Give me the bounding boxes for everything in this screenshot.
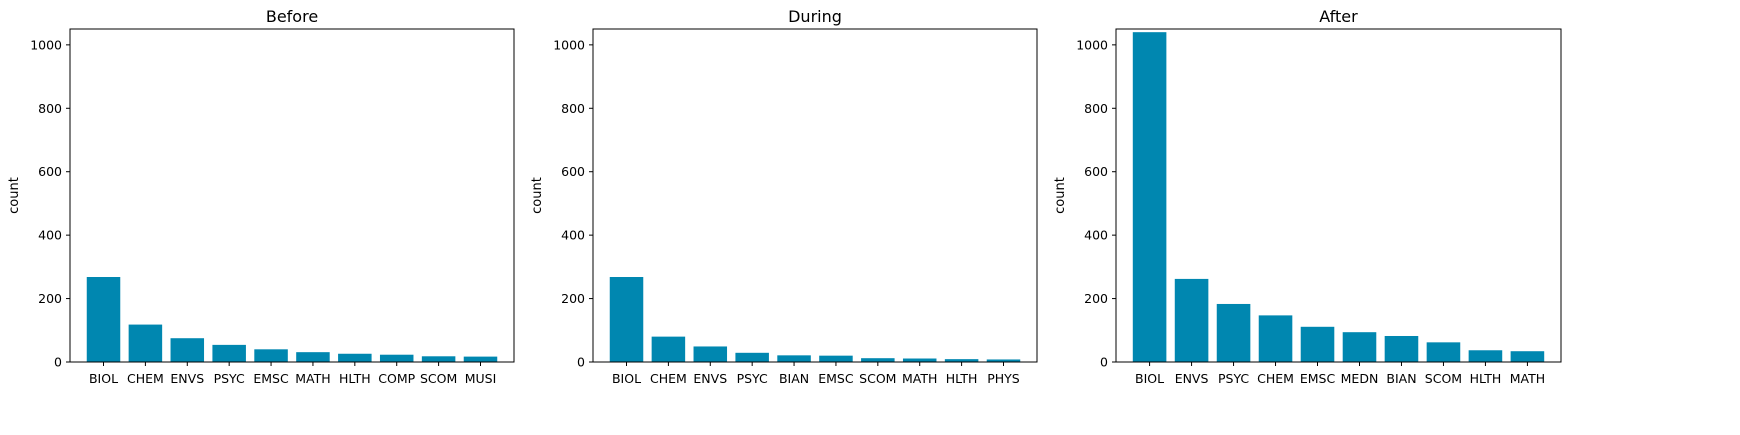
bar-math [1510, 351, 1545, 362]
bar-hlth [944, 359, 979, 362]
x-tick-label: BIOL [612, 371, 641, 386]
bar-emsc [819, 355, 853, 362]
y-tick-label: 200 [1084, 291, 1108, 306]
y-axis-label: count [7, 177, 22, 214]
bar-scom [1426, 342, 1461, 362]
bar-comp [379, 354, 414, 362]
x-tick-label: MUSI [465, 371, 497, 386]
plot-frame [592, 28, 1038, 363]
y-tick-label: 600 [561, 164, 585, 179]
x-tick-label: MATH [902, 371, 937, 386]
y-tick-label: 600 [1084, 164, 1108, 179]
x-tick-label: BIAN [1386, 371, 1416, 386]
y-tick-label: 800 [1084, 101, 1108, 116]
x-tick-label: BIAN [779, 371, 809, 386]
bar-hlth [1468, 350, 1503, 362]
bar-emsc [1300, 326, 1335, 362]
x-tick-label: MEDN [1341, 371, 1379, 386]
bar-math [296, 352, 330, 362]
bar-scom [421, 356, 456, 362]
bar-biol [86, 277, 121, 362]
chart-panel-2: During count BIOL CHEM ENVS PSYC BIAN EMSC SCOM M… [530, 7, 1038, 386]
y-tick-label: 400 [38, 228, 62, 243]
x-tick-label: COMP [378, 371, 415, 386]
y-tick-label: 600 [38, 164, 62, 179]
bar-psyc [212, 344, 246, 362]
x-tick-label: SCOM [420, 371, 457, 386]
x-tick-label: MATH [295, 371, 330, 386]
chart-title: During [788, 7, 842, 26]
x-tick-label: CHEM [127, 371, 164, 386]
x-tick-label: HLTH [339, 371, 371, 386]
bar-psyc [1216, 303, 1251, 362]
y-tick-label: 800 [561, 101, 585, 116]
x-tick-label: EMSC [253, 371, 289, 386]
plot-frame [69, 28, 515, 363]
y-tick-label: 1000 [1076, 37, 1108, 52]
bar-emsc [254, 349, 288, 362]
bar-musi [463, 356, 498, 362]
y-tick-label: 200 [38, 291, 62, 306]
y-axis-label: count [530, 177, 545, 214]
y-tick-label: 0 [54, 355, 62, 370]
bar-phys [986, 359, 1021, 362]
x-tick-label: PHYS [987, 371, 1020, 386]
y-tick-label: 400 [561, 228, 585, 243]
x-tick-label: ENVS [170, 371, 204, 386]
x-tick-label: SCOM [859, 371, 896, 386]
bar-medn [1342, 332, 1377, 362]
x-tick-label: ENVS [693, 371, 727, 386]
x-tick-label: MATH [1510, 371, 1545, 386]
bar-bian [1384, 335, 1419, 362]
bar-chem [1258, 315, 1293, 362]
x-tick-label: EMSC [818, 371, 854, 386]
bar-chem [128, 324, 163, 362]
x-tick-label: PSYC [1218, 371, 1249, 386]
bar-chem [651, 336, 686, 362]
y-tick-label: 1000 [553, 37, 585, 52]
x-tick-label: PSYC [737, 371, 768, 386]
x-tick-label: CHEM [1257, 371, 1294, 386]
x-tick-label: ENVS [1175, 371, 1209, 386]
x-tick-label: EMSC [1300, 371, 1336, 386]
bar-envs [1174, 278, 1209, 362]
x-tick-label: BIOL [89, 371, 118, 386]
bar-math [902, 358, 937, 362]
y-tick-label: 800 [38, 101, 62, 116]
x-tick-label: HLTH [1470, 371, 1502, 386]
plot-frame [1115, 28, 1562, 363]
y-tick-label: 0 [577, 355, 585, 370]
bar-scom [861, 358, 895, 362]
chart-title: Before [266, 7, 318, 26]
chart-title: After [1319, 7, 1358, 26]
x-tick-label: CHEM [650, 371, 687, 386]
y-axis-label: count [1053, 177, 1068, 214]
x-tick-label: PSYC [214, 371, 245, 386]
bar-biol [1132, 32, 1167, 363]
y-tick-label: 400 [1084, 228, 1108, 243]
chart-panel-1: Before count BIOL CHEM ENVS PSYC EMSC MATH HLTH C… [7, 7, 515, 386]
bar-bian [777, 355, 811, 362]
chart-panel-3: After count BIOL ENVS PSYC CHEM EMSC MEDN BIAN SC… [1053, 7, 1562, 386]
x-tick-label: SCOM [1425, 371, 1462, 386]
bar-biol [609, 277, 644, 362]
y-tick-label: 200 [561, 291, 585, 306]
x-tick-label: BIOL [1135, 371, 1164, 386]
bar-envs [693, 346, 728, 362]
bar-envs [170, 338, 205, 362]
x-tick-label: HLTH [946, 371, 978, 386]
bar-hlth [338, 353, 372, 362]
bar-psyc [735, 352, 769, 362]
y-tick-label: 0 [1100, 355, 1108, 370]
y-tick-label: 1000 [30, 37, 62, 52]
